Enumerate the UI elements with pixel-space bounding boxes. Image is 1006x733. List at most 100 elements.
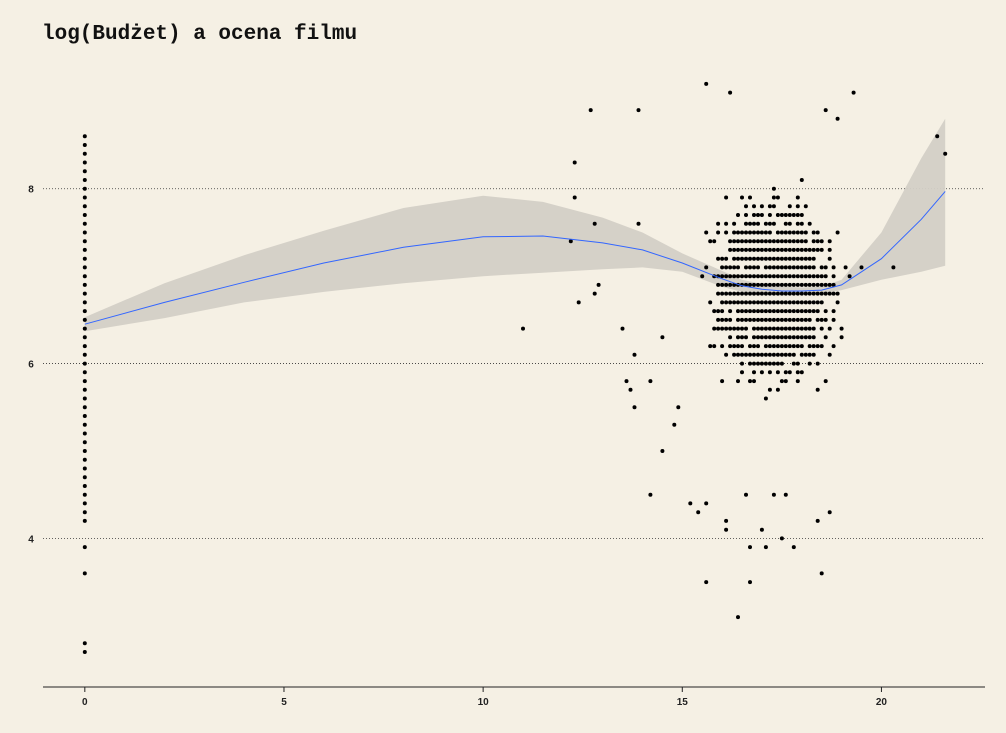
data-point: [795, 326, 800, 331]
data-point: [799, 213, 804, 217]
data-point: [799, 291, 804, 296]
data-point: [779, 247, 784, 252]
data-point: [771, 492, 776, 497]
data-point: [568, 239, 573, 244]
data-point: [82, 510, 87, 515]
data-point: [799, 370, 804, 375]
data-point: [767, 291, 772, 296]
data-point: [791, 247, 796, 252]
data-point: [799, 265, 804, 270]
data-point: [831, 291, 836, 296]
data-point: [756, 291, 760, 296]
data-point: [815, 247, 820, 252]
data-point: [795, 230, 800, 235]
grid-lines: [43, 188, 985, 539]
data-point: [827, 282, 832, 287]
data-point: [859, 265, 864, 270]
data-point: [779, 300, 784, 305]
data-point: [759, 300, 764, 305]
data-point: [831, 265, 836, 270]
data-point: [835, 116, 840, 121]
data-point: [767, 335, 772, 340]
data-point: [672, 422, 677, 427]
data-point: [592, 291, 597, 296]
data-point: [732, 230, 737, 235]
data-point: [807, 317, 812, 322]
data-point: [799, 239, 804, 244]
data-point: [82, 414, 87, 418]
data-point: [771, 335, 776, 340]
data-point: [740, 335, 744, 340]
data-point: [803, 230, 808, 235]
data-point: [736, 317, 740, 322]
data-point: [815, 300, 820, 305]
data-point: [771, 221, 776, 226]
data-point: [775, 247, 780, 252]
data-point: [779, 309, 784, 314]
data-point: [799, 352, 804, 357]
data-point: [82, 466, 87, 471]
data-point: [82, 387, 87, 392]
data-point: [736, 309, 740, 314]
data-point: [795, 274, 800, 279]
data-point: [799, 178, 804, 182]
data-point: [783, 317, 788, 322]
data-point: [807, 282, 812, 287]
data-point: [803, 274, 808, 279]
data-point: [935, 134, 940, 139]
data-point: [752, 344, 756, 349]
data-point: [763, 361, 768, 366]
data-point: [759, 370, 764, 375]
data-point: [720, 300, 725, 305]
data-point: [779, 335, 784, 340]
data-point: [787, 221, 792, 226]
data-point: [783, 230, 788, 235]
data-point: [823, 317, 828, 322]
data-point: [716, 291, 721, 296]
data-point: [756, 256, 760, 261]
data-point: [720, 317, 725, 322]
data-point: [744, 300, 748, 305]
data-point: [799, 300, 804, 305]
data-point: [744, 492, 748, 497]
data-point: [787, 370, 792, 375]
data-point: [807, 247, 812, 252]
data-point: [763, 309, 768, 314]
x-tick-label-5: 5: [281, 697, 287, 708]
data-point: [827, 510, 832, 515]
data-point: [620, 326, 625, 331]
data-point: [752, 370, 756, 375]
data-point: [775, 344, 780, 349]
data-point: [819, 300, 824, 305]
data-point: [724, 527, 729, 532]
data-point: [756, 352, 760, 357]
data-point: [823, 291, 828, 296]
data-point: [82, 204, 87, 209]
data-point: [775, 213, 780, 217]
data-point: [807, 256, 812, 261]
data-point: [795, 239, 800, 244]
data-point: [835, 230, 840, 235]
data-point: [752, 204, 756, 209]
data-point: [763, 317, 768, 322]
data-point: [763, 256, 768, 261]
smooth-line: [84, 191, 946, 325]
data-point: [82, 431, 87, 436]
data-point: [748, 545, 752, 550]
data-point: [632, 405, 637, 410]
data-point: [763, 247, 768, 252]
data-point: [795, 361, 800, 366]
data-point: [783, 300, 788, 305]
data-point: [795, 256, 800, 261]
data-point: [775, 335, 780, 340]
data-point: [775, 265, 780, 270]
data-point: [728, 90, 733, 95]
data-point: [787, 335, 792, 340]
data-point: [744, 274, 748, 279]
data-point: [744, 352, 748, 357]
data-point: [759, 274, 764, 279]
data-point: [815, 361, 820, 366]
data-point: [803, 335, 808, 340]
data-point: [891, 265, 896, 270]
data-point: [728, 335, 733, 340]
